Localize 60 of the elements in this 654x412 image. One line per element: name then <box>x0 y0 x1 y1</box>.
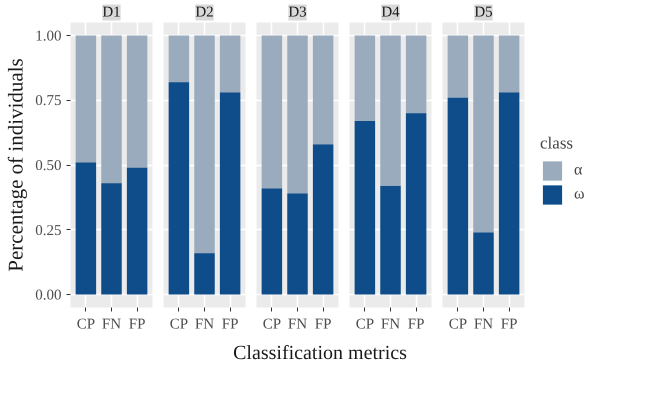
bar <box>448 35 468 98</box>
legend-label: α <box>574 161 584 179</box>
y-tick-label: 0.25 <box>35 222 62 239</box>
bar <box>380 186 401 295</box>
y-tick-label: 1.00 <box>35 28 62 44</box>
bar <box>168 35 190 82</box>
bar <box>101 183 122 295</box>
bar <box>380 35 401 186</box>
x-tick-label: CP <box>356 316 374 332</box>
bar <box>354 120 376 295</box>
y-tick-label: 0.00 <box>35 288 62 304</box>
x-tick-label: CP <box>76 316 96 332</box>
x-tick-label: FP <box>222 316 238 332</box>
bar <box>220 35 240 92</box>
bar <box>101 35 122 184</box>
bar <box>262 188 282 295</box>
x-tick-label: FP <box>314 316 332 332</box>
bar <box>76 35 96 162</box>
bar <box>126 35 148 168</box>
legend-label: ω <box>574 185 586 203</box>
x-tick-label: FN <box>194 316 214 332</box>
x-tick-label: FP <box>500 316 518 332</box>
y-tick-label: 0.50 <box>35 158 62 174</box>
chart-title: D3 <box>288 4 307 20</box>
x-tick-label: FN <box>288 316 308 332</box>
x-tick-label: CP <box>170 316 188 332</box>
x-tick-label: FP <box>128 316 146 332</box>
bar <box>473 232 494 295</box>
bar <box>406 113 426 295</box>
chart-title: D4 <box>381 4 400 20</box>
y-axis-title: Percentage of individuals <box>3 58 28 272</box>
x-tick-label: FN <box>474 316 494 332</box>
bar <box>287 194 308 295</box>
bar <box>354 35 376 121</box>
x-axis-title: Classification metrics <box>233 341 407 366</box>
bar <box>262 35 282 188</box>
chart-title: D5 <box>474 4 493 20</box>
bar <box>168 82 190 295</box>
bar <box>312 35 334 144</box>
chart-title: D1 <box>102 4 121 20</box>
bar <box>498 35 520 92</box>
bar <box>220 92 240 295</box>
x-tick-label: CP <box>262 316 282 332</box>
x-tick-label: CP <box>448 316 468 332</box>
bar <box>194 253 215 295</box>
x-tick-label: FN <box>102 316 122 332</box>
chart-title: D2 <box>195 4 214 20</box>
bar <box>194 35 215 254</box>
bar <box>498 92 520 295</box>
bar <box>312 144 334 295</box>
bar <box>473 35 494 232</box>
bar <box>126 168 148 295</box>
y-tick-label: 0.75 <box>35 93 62 110</box>
x-tick-label: FN <box>380 316 400 332</box>
bar <box>76 162 96 295</box>
legend-title: class <box>540 133 574 153</box>
bar <box>406 35 426 114</box>
bar <box>287 35 308 194</box>
bar <box>448 98 468 295</box>
x-tick-label: FP <box>408 316 424 332</box>
